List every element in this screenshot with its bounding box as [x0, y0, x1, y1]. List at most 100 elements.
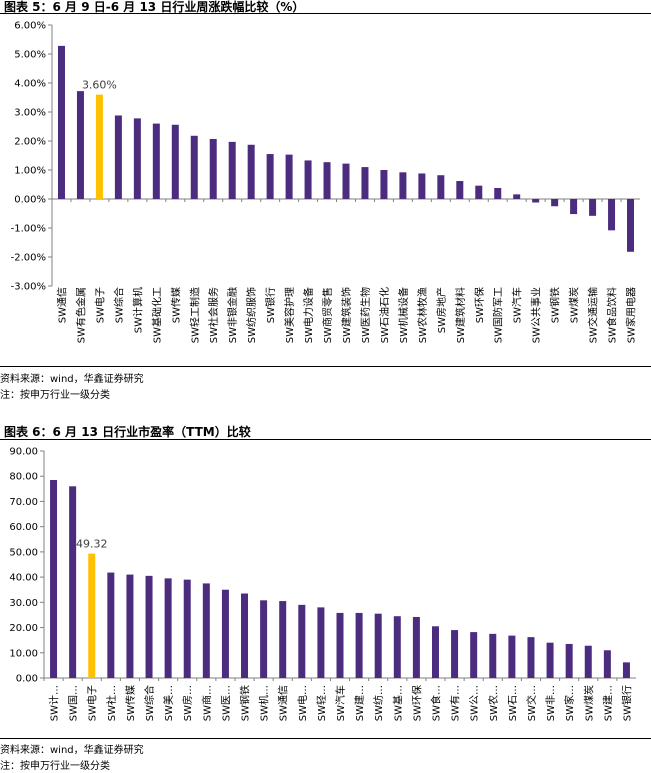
x-category-label: SW建…: [601, 685, 614, 721]
x-category-label: SW建筑材料: [454, 287, 467, 343]
x-category-label: SW公…: [470, 685, 481, 721]
x-category-label: SW汽车: [511, 287, 524, 323]
bar: [145, 575, 153, 678]
data-label: 3.60%: [82, 79, 117, 92]
y-tick-label: 90.00: [9, 447, 38, 458]
bar: [565, 643, 573, 678]
bar: [241, 593, 249, 678]
x-category-label: SW钢铁: [239, 685, 252, 721]
bar: [418, 173, 426, 199]
x-category-label: SW传媒: [170, 287, 182, 323]
x-category-label: SW通信: [278, 685, 290, 721]
x-category-label: SW国…: [68, 685, 80, 721]
bar: [627, 199, 635, 252]
bar: [603, 650, 611, 678]
bar: [133, 118, 141, 199]
bar: [183, 579, 191, 678]
x-category-label: SW机…: [258, 685, 271, 721]
x-category-label: SW房地产: [435, 287, 448, 333]
bar: [164, 578, 172, 678]
bar: [527, 637, 535, 678]
bar: [412, 616, 420, 678]
x-category-label: SW纺…: [372, 685, 385, 721]
x-category-label: SW计算机: [131, 287, 144, 333]
y-tick-label: 6.00%: [14, 21, 46, 32]
y-tick-label: 70.00: [9, 497, 38, 508]
y-tick-label: -2.00%: [11, 253, 46, 264]
bar: [451, 630, 459, 678]
x-category-label: SW环保: [410, 685, 423, 721]
x-category-label: SW建筑装饰: [340, 287, 353, 343]
x-category-label: SW公共事业: [530, 287, 543, 343]
y-tick-label: 0.00%: [14, 195, 46, 206]
y-tick-label: 4.00%: [14, 79, 46, 90]
y-tick-label: 5.00%: [14, 50, 46, 61]
bar: [228, 141, 236, 199]
x-category-label: SW食…: [429, 685, 442, 721]
chart2-title: 图表 6：6 月 13 日行业市盈率（TTM）比较: [4, 425, 251, 439]
x-category-label: SW电子: [93, 287, 106, 323]
bar: [107, 572, 115, 678]
y-tick-label: 40.00: [9, 573, 38, 584]
bar: [202, 583, 210, 678]
x-category-label: SW基…: [391, 685, 404, 721]
bar: [393, 616, 401, 678]
bar: [209, 138, 217, 199]
chart2-plot: 0.00 10.00 20.00 30.00 40.00 50.00 60.00 70.00 8…: [9, 447, 636, 721]
bar: [622, 662, 630, 678]
bar: [584, 645, 592, 678]
y-tick-label: 2.00%: [14, 137, 46, 148]
x-category-label: SW农林牧渔: [416, 287, 429, 343]
bar: [355, 612, 363, 678]
x-category-label: SW有色金属: [74, 287, 87, 343]
bar: [279, 601, 287, 678]
x-category-label: SW商贸零售: [321, 287, 334, 343]
y-tick-label: 0.00: [16, 674, 38, 685]
bar: [114, 115, 122, 199]
x-category-label: SW国防军工: [492, 287, 505, 343]
bar: [260, 600, 268, 678]
x-category-label: SW家用电器: [625, 287, 638, 343]
y-tick-label: 3.00%: [14, 108, 46, 119]
x-category-label: SW电力设备: [302, 287, 315, 343]
bar: [399, 172, 407, 199]
bar: [50, 480, 58, 678]
x-category-label: SW轻…: [315, 685, 328, 721]
y-tick-label: 80.00: [9, 472, 38, 483]
bar: [304, 160, 312, 199]
bar: [247, 144, 255, 199]
bar: [266, 154, 274, 199]
x-category-label: SW环保: [473, 287, 486, 323]
x-category-label: SW农…: [487, 685, 500, 721]
x-category-label: SW石…: [508, 685, 519, 721]
x-category-label: SW钢铁: [549, 287, 562, 323]
x-category-label: SW房…: [181, 685, 194, 721]
bar: [336, 612, 344, 678]
x-category-label: SW医…: [220, 685, 232, 721]
chart2-note: 注：按申万行业一级分类: [0, 761, 110, 772]
bar: [380, 170, 388, 199]
y-tick-label: 20.00: [9, 623, 38, 634]
y-tick-label: 10.00: [9, 648, 38, 659]
x-category-label: SW医药生物: [359, 287, 372, 343]
bar: [532, 199, 540, 203]
x-category-label: SW美容护理: [283, 287, 296, 343]
x-category-label: SW电…: [296, 685, 309, 721]
bar: [513, 194, 521, 199]
chart1-top-rule: [0, 13, 651, 14]
x-category-label: SW煤炭: [568, 287, 581, 323]
bar: [570, 199, 578, 215]
x-category-label: SW建…: [353, 685, 366, 721]
bar: [190, 135, 198, 199]
bar: [456, 181, 464, 199]
y-tick-label: -3.00%: [11, 282, 46, 293]
bar: [475, 185, 483, 199]
x-category-label: SW非银金融: [226, 287, 239, 343]
bar: [437, 175, 445, 199]
bar-highlight: [95, 94, 103, 199]
chart1-title: 图表 5：6 月 9 日-6 月 13 日行业周涨跌幅比较（%）: [4, 0, 305, 14]
x-category-label: SW社…: [105, 685, 118, 721]
bar: [152, 123, 160, 199]
y-tick-label: 50.00: [9, 547, 38, 558]
x-category-label: SW基础化工: [150, 287, 163, 343]
